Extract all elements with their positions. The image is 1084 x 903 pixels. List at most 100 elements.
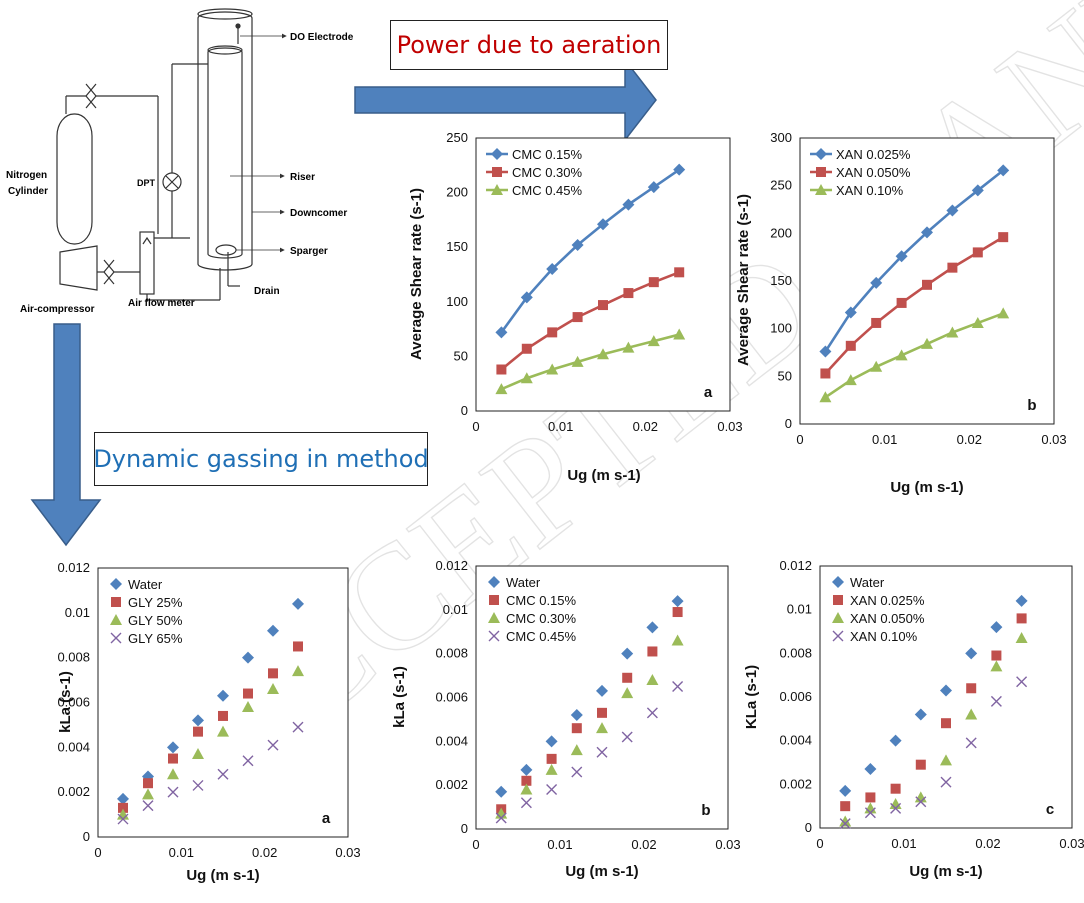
data-point bbox=[940, 754, 952, 766]
x-tick-label: 0.03 bbox=[1059, 836, 1084, 851]
data-point bbox=[192, 714, 204, 727]
data-point bbox=[647, 181, 660, 194]
data-point bbox=[217, 689, 229, 702]
valve-top-icon bbox=[85, 83, 97, 109]
data-point bbox=[242, 651, 254, 664]
data-point bbox=[1016, 613, 1027, 624]
label-air-compressor: Air-compressor bbox=[20, 304, 95, 315]
y-tick-label: 0 bbox=[461, 821, 468, 836]
data-point bbox=[495, 326, 508, 339]
data-point bbox=[495, 812, 507, 824]
data-point bbox=[839, 815, 852, 827]
data-point bbox=[268, 668, 278, 679]
data-point bbox=[292, 721, 304, 733]
data-point bbox=[292, 597, 304, 610]
data-point bbox=[243, 688, 253, 699]
data-point bbox=[839, 818, 851, 830]
data-point bbox=[997, 307, 1010, 319]
y-tick-label: 250 bbox=[446, 130, 468, 145]
x-tick-label: 0 bbox=[816, 836, 823, 851]
data-point bbox=[621, 687, 634, 699]
callout-dynamic-text: Dynamic gassing in method bbox=[93, 445, 429, 473]
data-point bbox=[521, 343, 532, 354]
chart-1: 0 50 100 150 200 250 0 0.01 0.02 0.03 Ug (m s-1) Av… bbox=[408, 130, 743, 484]
legend-label: GLY 65% bbox=[128, 631, 183, 646]
y-axis-label: KLa (s-1) bbox=[743, 665, 760, 729]
data-point bbox=[117, 792, 129, 805]
y-tick-label: 200 bbox=[446, 185, 468, 200]
series-3 bbox=[819, 307, 1010, 403]
data-point bbox=[570, 744, 583, 756]
data-point bbox=[940, 776, 952, 788]
legend-marker bbox=[111, 597, 121, 607]
flow-meter-float-icon bbox=[142, 236, 152, 245]
valve-bottom-icon bbox=[103, 259, 115, 285]
data-point bbox=[671, 595, 684, 608]
data-point bbox=[623, 288, 634, 299]
y-tick-label: 100 bbox=[770, 321, 792, 336]
data-point bbox=[546, 263, 559, 276]
data-point bbox=[547, 327, 558, 338]
legend-label: XAN 0.050% bbox=[836, 165, 911, 180]
data-point bbox=[990, 621, 1003, 634]
chart-3: 0 0.002 0.004 0.006 0.008 0.01 0.012 0 0.01 0.02 0… bbox=[57, 560, 361, 884]
y-tick-label: 0.008 bbox=[779, 645, 812, 660]
data-point bbox=[972, 247, 983, 258]
y-tick-label: 0.012 bbox=[435, 558, 468, 573]
data-point bbox=[571, 723, 582, 734]
data-point bbox=[646, 707, 658, 719]
x-tick-label: 0.01 bbox=[547, 837, 572, 852]
x-tick-label: 0.02 bbox=[633, 419, 658, 434]
y-axis-label: Average Shear rate (s-1) bbox=[408, 188, 425, 360]
data-point bbox=[844, 374, 857, 386]
x-tick-label: 0.03 bbox=[717, 419, 742, 434]
y-tick-label: 0.01 bbox=[65, 605, 90, 620]
data-point bbox=[971, 184, 984, 197]
data-point bbox=[819, 391, 832, 403]
data-point bbox=[242, 700, 254, 712]
data-point bbox=[571, 355, 584, 367]
data-point bbox=[118, 802, 128, 813]
series-1 bbox=[819, 164, 1010, 358]
data-point bbox=[598, 300, 608, 311]
label-downcomer: Downcomer bbox=[290, 208, 347, 219]
data-point bbox=[915, 796, 927, 808]
series-1 bbox=[495, 163, 686, 339]
y-tick-label: 0.004 bbox=[57, 739, 90, 754]
arrow-down-icon bbox=[30, 323, 102, 547]
legend-marker bbox=[491, 148, 503, 160]
legend-marker bbox=[832, 630, 844, 642]
data-point bbox=[242, 755, 254, 767]
legend-marker bbox=[488, 612, 500, 623]
data-point bbox=[672, 607, 683, 618]
x-tick-label: 0.01 bbox=[169, 845, 194, 860]
data-point bbox=[896, 297, 907, 308]
x-tick-label: 0.03 bbox=[1041, 432, 1066, 447]
data-point bbox=[496, 364, 507, 375]
data-point bbox=[193, 726, 203, 737]
y-tick-label: 0.01 bbox=[443, 602, 468, 617]
data-point bbox=[546, 363, 559, 375]
legend-label: XAN 0.050% bbox=[850, 611, 925, 626]
y-axis-label: kLa (s-1) bbox=[391, 666, 408, 728]
data-point bbox=[267, 624, 279, 637]
series-3 bbox=[495, 328, 686, 395]
sparger bbox=[215, 244, 237, 256]
air-compressor bbox=[59, 245, 98, 291]
data-point bbox=[971, 316, 984, 328]
legend-marker bbox=[832, 612, 844, 623]
y-tick-label: 0.012 bbox=[57, 560, 90, 575]
y-tick-label: 0.002 bbox=[435, 777, 468, 792]
x-tick-label: 0.01 bbox=[872, 432, 897, 447]
legend-label: Water bbox=[128, 577, 163, 592]
data-point bbox=[998, 232, 1009, 243]
data-point bbox=[143, 778, 153, 789]
data-point bbox=[192, 748, 204, 760]
data-point bbox=[646, 673, 659, 685]
legend-marker bbox=[815, 148, 827, 160]
data-point bbox=[889, 734, 902, 747]
data-point bbox=[168, 753, 178, 764]
legend-marker bbox=[832, 576, 844, 588]
data-point bbox=[895, 349, 908, 361]
